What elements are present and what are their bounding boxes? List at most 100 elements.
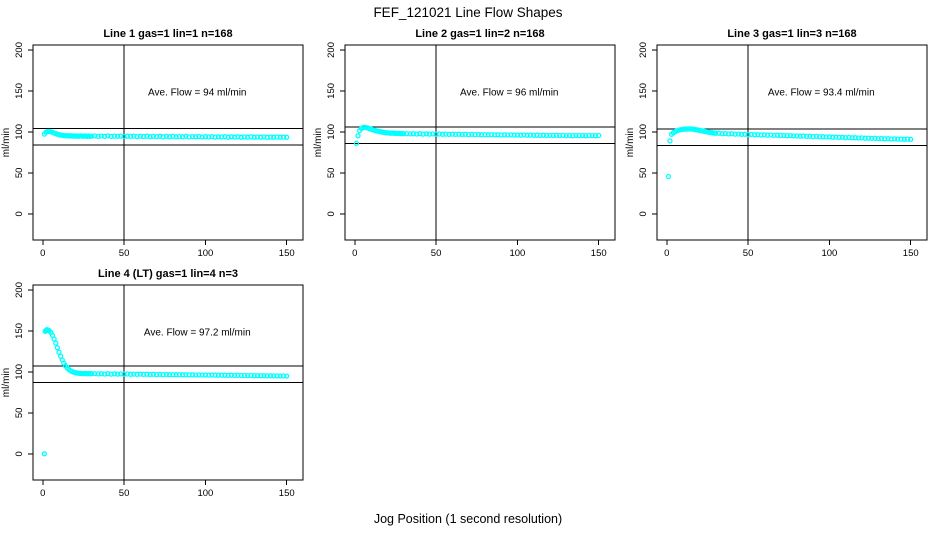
data-point: [807, 133, 813, 139]
data-point: [261, 134, 267, 140]
y-tick-label: 100: [14, 364, 25, 380]
y-tick-label: 100: [326, 124, 337, 140]
data-point: [482, 131, 488, 138]
x-tick-label: 50: [743, 248, 754, 259]
data-point: [849, 135, 855, 141]
x-tick-label: 100: [509, 248, 525, 259]
data-point: [560, 132, 566, 139]
data-point: [540, 132, 547, 138]
x-tick-label: 50: [119, 488, 130, 499]
data-point: [719, 131, 725, 137]
data-point: [225, 372, 231, 379]
data-point: [271, 134, 277, 140]
data-point: [202, 372, 209, 378]
subplot-title: Line 1 gas=1 lin=1 n=168: [103, 28, 232, 40]
data-point: [465, 131, 472, 138]
data-point: [527, 132, 534, 138]
data-point: [573, 132, 579, 139]
data-points: [353, 124, 602, 146]
data-point: [51, 336, 57, 342]
data-point: [888, 136, 894, 142]
data-point: [209, 372, 215, 378]
data-point: [219, 372, 225, 378]
y-tick-label: 100: [14, 124, 25, 140]
data-point: [95, 371, 101, 377]
data-point: [183, 372, 189, 378]
x-axis: 0 50 100 150: [40, 240, 295, 259]
data-point: [280, 134, 287, 140]
data-point: [264, 134, 270, 141]
data-point: [101, 133, 108, 139]
y-tick-label: 0: [638, 211, 649, 216]
data-point: [443, 131, 449, 137]
data-point: [462, 131, 469, 137]
data-point: [547, 132, 553, 139]
data-point: [712, 130, 719, 136]
data-point: [531, 132, 537, 139]
data-point: [803, 133, 810, 140]
data-point: [193, 372, 199, 378]
data-point: [891, 136, 898, 142]
data-point: [407, 131, 413, 137]
data-point: [179, 372, 186, 378]
data-point: [54, 345, 61, 351]
data-point: [501, 132, 508, 138]
data-point: [163, 133, 170, 140]
y-axis-title: ml/min: [625, 128, 636, 157]
data-point: [238, 372, 244, 379]
x-tick-label: 50: [119, 248, 130, 259]
data-point: [53, 340, 59, 346]
data-point: [830, 134, 836, 140]
data-point: [274, 134, 280, 140]
data-point: [768, 132, 774, 138]
data-point: [524, 132, 530, 138]
data-point: [758, 132, 764, 138]
data-point: [254, 372, 261, 379]
data-point: [245, 372, 251, 379]
y-axis: 0 50 100 150 200 ml/min: [1, 42, 33, 216]
x-tick-label: 100: [821, 248, 837, 259]
data-point: [215, 372, 222, 378]
data-point: [166, 134, 173, 140]
data-point: [179, 134, 186, 140]
data-point: [144, 133, 150, 139]
plot-canvas: 0 50 100 150 0 50 100 150 200 ml/min Line 2 gas=1 …: [313, 28, 616, 259]
data-point: [186, 134, 192, 140]
data-point: [410, 131, 416, 137]
data-point: [852, 135, 859, 141]
data-point: [722, 130, 728, 137]
y-axis-title: ml/min: [1, 368, 12, 397]
data-point: [277, 134, 283, 140]
data-point: [557, 132, 563, 139]
data-point: [196, 372, 202, 378]
data-point: [251, 134, 257, 140]
data-point: [157, 371, 163, 378]
data-point: [426, 131, 433, 137]
y-axis-title: ml/min: [313, 128, 324, 157]
data-point: [241, 134, 248, 140]
data-point: [228, 372, 235, 378]
plot-box: [344, 44, 616, 241]
plot-box: [656, 44, 928, 241]
data-point: [774, 132, 781, 138]
data-point: [872, 135, 878, 141]
data-point: [738, 131, 745, 138]
data-point: [353, 140, 360, 146]
data-point: [420, 131, 426, 137]
data-point: [105, 371, 111, 377]
data-point: [124, 371, 130, 377]
data-point: [140, 133, 147, 140]
x-tick-label: 0: [40, 248, 45, 259]
data-point: [277, 373, 283, 379]
data-point: [170, 371, 176, 378]
data-point: [189, 372, 196, 378]
data-point: [417, 131, 423, 137]
data-point: [592, 133, 599, 139]
data-point: [173, 372, 179, 378]
data-point: [245, 134, 251, 140]
data-point: [166, 372, 173, 378]
data-point: [485, 132, 491, 138]
data-point: [579, 132, 586, 139]
data-point: [157, 133, 163, 139]
data-point: [400, 131, 407, 137]
